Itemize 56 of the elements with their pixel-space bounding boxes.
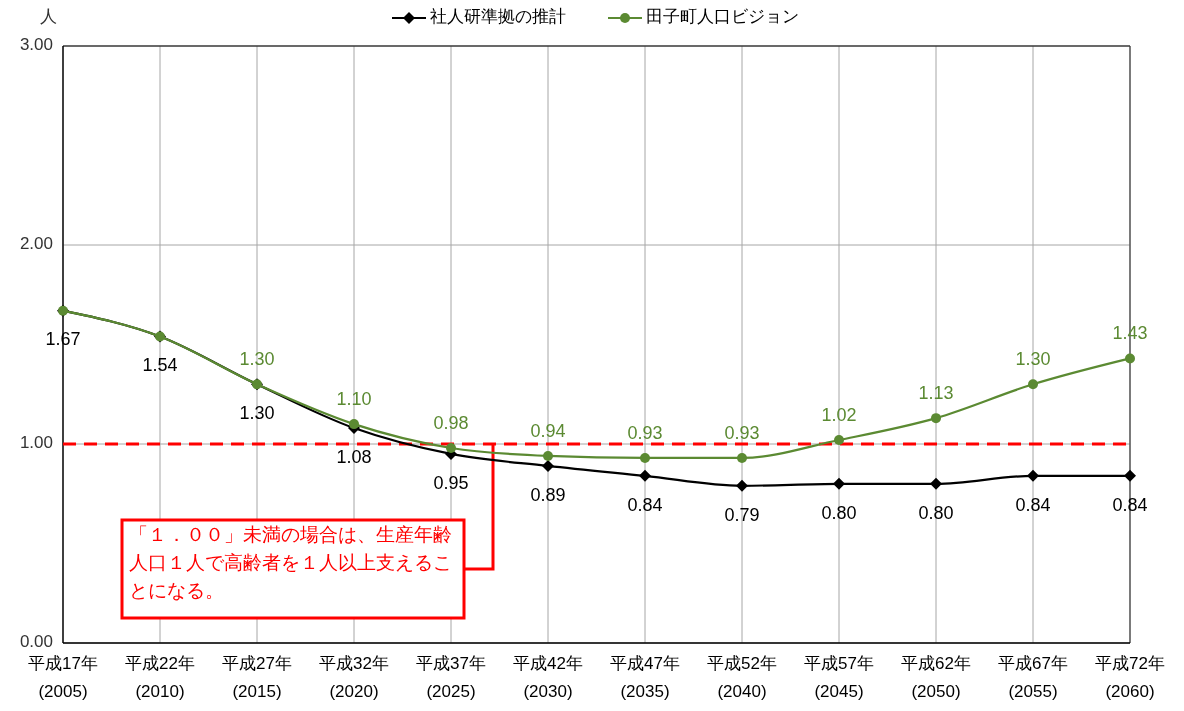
x-tick-label: 平成67年 (2055) bbox=[998, 654, 1068, 701]
data-label: 0.93 bbox=[724, 422, 760, 443]
point bbox=[1028, 379, 1038, 390]
point bbox=[931, 413, 941, 424]
y-tick-label: 2.00 bbox=[19, 234, 53, 254]
y-axis-title: 人 bbox=[39, 7, 57, 27]
x-tick-label: 平成17年 (2005) bbox=[28, 654, 98, 701]
data-label: 0.95 bbox=[433, 472, 469, 493]
point bbox=[930, 477, 942, 490]
point bbox=[349, 419, 359, 430]
data-label: 0.79 bbox=[724, 504, 760, 525]
legend-label: 田子町人口ビジョン bbox=[646, 7, 799, 27]
point bbox=[542, 459, 554, 472]
point bbox=[736, 479, 748, 492]
data-label: 0.84 bbox=[1015, 494, 1051, 515]
data-label: 1.30 bbox=[239, 403, 275, 424]
data-label: 0.80 bbox=[918, 502, 954, 523]
point bbox=[1027, 469, 1039, 482]
y-tick-label: 1.00 bbox=[19, 433, 53, 453]
data-label: 0.89 bbox=[530, 484, 566, 505]
point bbox=[1124, 469, 1136, 482]
data-label: 1.30 bbox=[239, 349, 275, 370]
y-tick-label: 0.00 bbox=[19, 632, 53, 652]
data-label: 1.13 bbox=[918, 382, 954, 403]
point bbox=[1125, 353, 1135, 364]
x-tick-label: 平成37年 (2025) bbox=[416, 654, 486, 701]
data-label: 0.84 bbox=[1112, 494, 1148, 515]
x-tick-label: 平成32年 (2020) bbox=[319, 654, 389, 701]
x-tick-label: 平成52年 (2040) bbox=[707, 654, 777, 701]
data-label: 1.10 bbox=[336, 388, 372, 409]
data-label: 1.02 bbox=[821, 404, 857, 425]
data-label: 0.80 bbox=[821, 502, 857, 523]
point bbox=[834, 435, 844, 446]
point bbox=[737, 452, 747, 463]
data-label: 1.08 bbox=[336, 446, 372, 467]
x-tick-label: 平成22年 (2010) bbox=[125, 654, 195, 701]
x-tick-label: 平成57年 (2045) bbox=[804, 654, 874, 701]
data-label: 0.84 bbox=[627, 494, 663, 515]
data-label: 1.30 bbox=[1015, 349, 1051, 370]
x-tick-label: 平成42年 (2030) bbox=[513, 654, 583, 701]
point bbox=[543, 450, 553, 461]
data-label: 1.54 bbox=[142, 355, 178, 376]
point bbox=[639, 469, 651, 482]
legend-label: 社人研準拠の推計 bbox=[430, 7, 566, 27]
data-label: 0.98 bbox=[433, 412, 469, 433]
point bbox=[833, 477, 845, 490]
data-label: 0.94 bbox=[530, 420, 566, 441]
ref-line-label: 「１．００」未満の場合は、生産年齢人口１人で高齢者を１人以上支えることになる。 bbox=[129, 524, 452, 601]
x-tick-label: 平成27年 (2015) bbox=[222, 654, 292, 701]
x-tick-label: 平成62年 (2050) bbox=[901, 654, 971, 701]
data-label: 0.93 bbox=[627, 422, 663, 443]
y-tick-label: 3.00 bbox=[19, 35, 53, 55]
x-tick-label: 平成72年 (2060) bbox=[1095, 654, 1165, 701]
point bbox=[446, 442, 456, 453]
x-tick-label: 平成47年 (2035) bbox=[610, 654, 680, 701]
point bbox=[640, 452, 650, 463]
